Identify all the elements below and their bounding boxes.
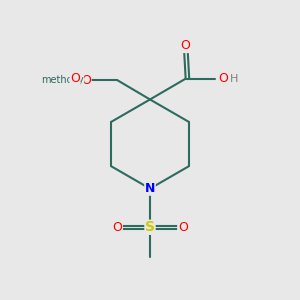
Text: O: O xyxy=(81,74,91,87)
Text: methoxy: methoxy xyxy=(41,75,84,85)
Text: N: N xyxy=(145,182,155,195)
Text: O: O xyxy=(218,72,228,85)
Text: H: H xyxy=(230,74,238,84)
Text: O: O xyxy=(181,40,190,52)
Text: S: S xyxy=(145,220,155,234)
Text: O: O xyxy=(70,72,80,85)
Text: O: O xyxy=(178,221,188,234)
Text: O: O xyxy=(112,221,122,234)
